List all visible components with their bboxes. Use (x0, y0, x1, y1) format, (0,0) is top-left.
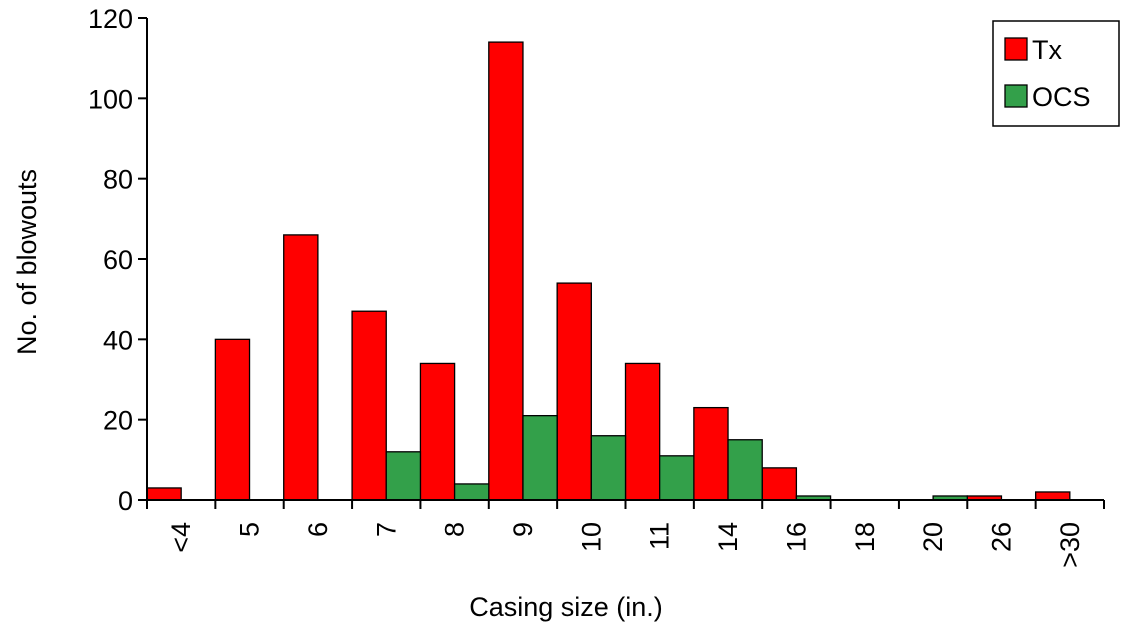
y-axis-label: No. of blowouts (12, 169, 42, 355)
y-tick-label: 40 (103, 325, 133, 355)
x-tick-label: 9 (508, 522, 538, 537)
x-tick-label: 20 (918, 522, 948, 552)
y-tick-label: 80 (103, 165, 133, 195)
bar-tx-3 (351, 310, 387, 501)
x-tick-label: >30 (1055, 522, 1085, 568)
y-tick-label: 20 (103, 406, 133, 436)
bar-ocs-3 (385, 451, 422, 501)
x-tick-label: 7 (371, 522, 401, 537)
y-tick-label: 100 (88, 84, 133, 114)
x-tick-label: 10 (576, 522, 606, 552)
bar-tx-5 (488, 41, 524, 501)
bar-tx-1 (214, 338, 251, 501)
x-tick-label: 18 (850, 522, 880, 552)
bar-tx-7 (624, 362, 661, 501)
bar-ocs-6 (590, 435, 627, 501)
legend: Tx OCS (992, 20, 1120, 127)
bar-tx-13 (1034, 491, 1071, 501)
bar-tx-8 (693, 406, 729, 501)
bar-tx-4 (419, 362, 456, 501)
bar-ocs-4 (453, 483, 490, 501)
x-tick-label: 14 (713, 522, 743, 552)
bar-tx-2 (283, 234, 319, 501)
bar-tx-9 (761, 467, 798, 501)
legend-label-tx: Tx (1032, 35, 1062, 65)
x-tick-label: <4 (166, 522, 196, 553)
bar-tx-0 (146, 487, 182, 501)
bars-group (146, 41, 1071, 501)
bar-tx-6 (556, 282, 592, 501)
x-tick-label: 11 (645, 522, 675, 550)
x-tick-label: 5 (235, 522, 265, 537)
x-tick-label: 16 (781, 522, 811, 552)
y-tick-label: 0 (118, 486, 133, 516)
bar-ocs-7 (659, 455, 695, 501)
x-ticks-group: <4 5 6 7 8 9 10 11 14 16 18 20 26 >30 (146, 500, 1105, 568)
x-tick-label: 6 (303, 522, 333, 537)
bar-ocs-5 (522, 414, 558, 501)
bar-ocs-8 (727, 439, 763, 501)
x-tick-label: 8 (440, 522, 470, 537)
legend-swatch-ocs (1004, 84, 1028, 108)
y-ticks-group: 0 20 40 60 80 100 120 (88, 4, 147, 516)
y-tick-label: 120 (88, 4, 133, 34)
x-tick-label: 26 (986, 522, 1016, 552)
legend-swatch-tx (1004, 37, 1028, 61)
legend-label-ocs: OCS (1032, 82, 1091, 112)
y-tick-label: 60 (103, 245, 133, 275)
x-axis-label: Casing size (in.) (469, 592, 663, 622)
